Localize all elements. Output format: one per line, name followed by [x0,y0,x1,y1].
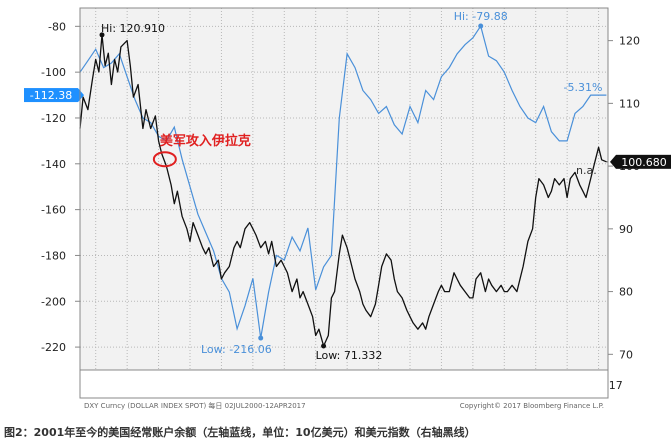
account-low-marker [258,335,264,341]
left-tick-label: -80 [48,20,66,33]
left-tick-label: -120 [41,112,66,125]
dxy-last-label: n.a. [576,164,597,177]
account-last-label: -5.31% [564,81,603,94]
left-tick-label: -220 [41,341,66,354]
right-current-value: 100.680 [621,156,667,169]
x-axis-band [79,369,609,399]
account-hi-marker [478,23,484,29]
account-low-label: Low: -216.06 [201,343,272,356]
series-layer [79,24,607,347]
right-tick-label: 70 [619,348,633,361]
figure-caption: 图2：2001年至今的美国经常账户余额（左轴蓝线，单位：10亿美元）和美元指数（… [4,426,476,439]
annotation-layer: 美军攻入伊拉克 [152,133,251,168]
current-account-line [79,24,607,339]
left-tick-label: -180 [41,249,66,262]
right-current-tag [616,154,671,169]
right-tick-label: 110 [619,97,640,110]
right-tick-label: 120 [619,35,640,48]
left-tick-label: -160 [41,204,66,217]
dxy-low-marker [321,343,327,349]
dxy-hi-label: Hi: 120.910 [101,22,165,35]
annotation-text: 美军攻入伊拉克 [160,133,251,149]
dollar-index-line [79,34,607,347]
annotation-circle [152,151,177,168]
left-current-value: -112.38 [30,89,72,102]
dxy-hi-marker [99,32,105,38]
grid [80,8,608,370]
left-tick-label: -100 [41,66,66,79]
x-tick-label: '17 [606,379,623,392]
marker-layer: Hi: -79.88 Low: -216.06 Hi: 120.910 Low: 71… [99,10,608,362]
right-axis: 120110100908070100.680 [608,35,671,361]
left-axis: -80 -100 -120 -140 -160 -180 -200 -220 -112.38 [24,20,84,354]
left-tick-label: -200 [41,295,66,308]
footer-copyright: Copyright© 2017 Bloomberg Finance L.P. [460,402,604,410]
left-current-tag [24,88,78,103]
plot-area [80,8,608,370]
footer-source: DXY Curncy (DOLLAR INDEX SPOT) 每日 02JUL2… [84,401,306,410]
right-current-tag-arrow [610,154,616,169]
right-tick-label: 80 [619,286,633,299]
account-hi-label: Hi: -79.88 [454,10,508,23]
right-tick-label: 90 [619,223,633,236]
left-tick-label: -140 [41,158,66,171]
dxy-low-label: Low: 71.332 [316,349,383,362]
